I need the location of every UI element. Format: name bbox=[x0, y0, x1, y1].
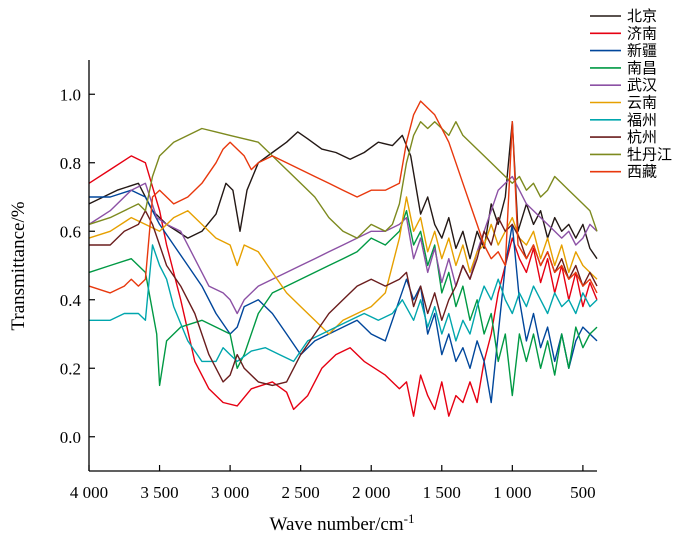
legend-label: 西藏 bbox=[627, 163, 657, 181]
series-line-6 bbox=[88, 196, 598, 335]
y-tick-label: 1.0 bbox=[60, 85, 81, 104]
ticks-layer: 0.0 0.2 0.4 0.6 0.8 1.0 4 000 3 500 3 000 2 500 2 … bbox=[60, 85, 596, 502]
legend-label: 牡丹江 bbox=[627, 145, 672, 163]
x-axis-title-main: Wave number/cm bbox=[270, 514, 404, 535]
legend-label: 北京 bbox=[627, 7, 657, 25]
x-axis-title: Wave number/cm-1 bbox=[270, 511, 415, 535]
series-line-10 bbox=[88, 100, 598, 294]
x-tick-label: 500 bbox=[570, 483, 596, 502]
y-tick-label: 0.2 bbox=[60, 359, 81, 378]
axes-layer bbox=[88, 60, 597, 472]
legend-label: 济南 bbox=[627, 24, 657, 42]
y-tick-label: 0.6 bbox=[60, 222, 81, 241]
x-tick-label: 1 000 bbox=[493, 483, 531, 502]
x-tick-label: 3 500 bbox=[140, 483, 178, 502]
x-tick-label: 4 000 bbox=[70, 483, 108, 502]
x-tick-label: 1 500 bbox=[423, 483, 461, 502]
legend-label: 福州 bbox=[627, 111, 657, 129]
legend-label: 杭州 bbox=[627, 128, 657, 146]
series-line-7 bbox=[89, 244, 598, 363]
legend-label: 云南 bbox=[627, 94, 657, 112]
legend-label: 武汉 bbox=[627, 76, 657, 94]
legend-label: 南昌 bbox=[627, 59, 657, 77]
y-tick-label: 0.4 bbox=[60, 291, 82, 310]
x-tick-label: 3 000 bbox=[211, 483, 249, 502]
x-tick-label: 2 000 bbox=[352, 483, 390, 502]
x-tick-label: 2 500 bbox=[282, 483, 320, 502]
series-line-5 bbox=[88, 175, 598, 315]
x-axis-title-superscript: -1 bbox=[404, 511, 415, 526]
y-axis-title: Transmittance/% bbox=[8, 201, 29, 330]
series-line-2 bbox=[88, 155, 598, 417]
series-line-4 bbox=[88, 210, 598, 397]
series-layer bbox=[88, 100, 598, 417]
legend-label: 新疆 bbox=[627, 42, 657, 60]
series-line-9 bbox=[88, 121, 598, 239]
y-tick-label: 0.0 bbox=[60, 428, 81, 447]
y-tick-label: 0.8 bbox=[60, 154, 81, 173]
